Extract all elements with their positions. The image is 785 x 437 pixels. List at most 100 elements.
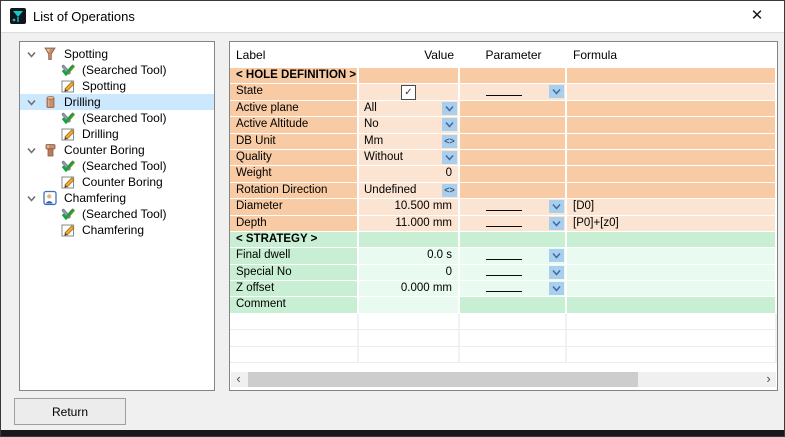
parameter-row: State ✓ [230, 84, 777, 101]
parameter-cell[interactable] [460, 84, 567, 101]
row-label: Special No [230, 264, 359, 282]
formula-cell [567, 166, 777, 183]
checkbox-checked[interactable]: ✓ [401, 84, 416, 100]
parameter-cell [460, 166, 567, 183]
scroll-right-icon[interactable]: › [766, 371, 771, 386]
return-button[interactable]: Return [14, 398, 126, 425]
edit-sheet-icon [60, 222, 76, 238]
formula-cell [567, 182, 777, 200]
tree-subitem-chamfering[interactable]: Chamfering [20, 222, 214, 238]
parameter-row: Depth 11.000 mm [P0]+[z0] [230, 215, 777, 232]
parameter-dropdown-button[interactable] [549, 282, 564, 296]
value-cell[interactable]: No [359, 117, 460, 134]
value-cell[interactable]: 0.000 mm [359, 281, 460, 298]
formula-cell[interactable] [567, 264, 777, 282]
section-value-cell [359, 68, 460, 85]
value-cell[interactable]: 0 [359, 166, 460, 183]
empty-row [230, 313, 777, 331]
parameter-row: Quality Without [230, 149, 777, 167]
tree-subitem-drilling[interactable]: Drilling [20, 126, 214, 142]
value-cell[interactable]: 0.0 s [359, 248, 460, 265]
empty-cell [359, 346, 460, 364]
formula-cell [567, 149, 777, 167]
parameter-dropdown-button[interactable] [549, 200, 564, 214]
section-value-cell [359, 231, 460, 249]
scrollbar-thumb[interactable] [248, 372, 638, 387]
enum-toggle-button[interactable]: <> [442, 134, 457, 148]
chevron-down-icon[interactable] [25, 96, 38, 109]
drilling-tool-icon [42, 94, 58, 110]
parameter-blank [460, 216, 548, 231]
row-label: Rotation Direction [230, 182, 359, 200]
value-cell[interactable]: 11.000 mm [359, 215, 460, 232]
tree-item-label: Spotting [82, 79, 127, 93]
tree-item-drilling[interactable]: Drilling [20, 94, 214, 110]
value-text: 10.500 mm [394, 200, 452, 213]
parameter-row: Active plane All [230, 100, 777, 118]
parameter-blank [460, 248, 548, 263]
value-cell[interactable]: 0 [359, 264, 460, 282]
close-icon[interactable]: ✕ [750, 7, 764, 24]
parameter-cell[interactable] [460, 199, 567, 216]
window-bottom-edge [1, 430, 784, 436]
parameter-cell[interactable] [460, 264, 567, 282]
dropdown-button[interactable] [442, 118, 457, 132]
empty-row [230, 330, 777, 347]
parameter-blank [460, 199, 548, 214]
section-row: < STRATEGY > [230, 231, 777, 249]
tree-item-label: Drilling [64, 95, 101, 109]
tree-subitem--searched-tool-[interactable]: (Searched Tool) [20, 62, 214, 78]
parameter-cell[interactable] [460, 215, 567, 232]
spotting-tool-icon [42, 46, 58, 62]
parameter-row: Rotation Direction Undefined <> [230, 182, 777, 200]
parameter-dropdown-button[interactable] [549, 265, 564, 279]
value-cell[interactable]: Without [359, 149, 460, 167]
tree-subitem-counter-boring[interactable]: Counter Boring [20, 174, 214, 190]
dropdown-button[interactable] [442, 150, 457, 164]
parameter-cell [460, 182, 567, 200]
parameter-dropdown-button[interactable] [549, 216, 564, 230]
enum-toggle-button[interactable]: <> [442, 183, 457, 197]
parameter-dropdown-button[interactable] [549, 85, 564, 99]
tree-item-label: Drilling [82, 127, 119, 141]
tree-subitem--searched-tool-[interactable]: (Searched Tool) [20, 158, 214, 174]
row-label: Comment [230, 297, 359, 314]
chevron-down-icon[interactable] [25, 144, 38, 157]
section-formula-cell [567, 68, 777, 85]
tree-item-counter-boring[interactable]: Counter Boring [20, 142, 214, 158]
chevron-down-icon[interactable] [25, 48, 38, 61]
chevron-down-icon[interactable] [25, 192, 38, 205]
parameter-cell[interactable] [460, 281, 567, 298]
formula-cell[interactable] [567, 248, 777, 265]
empty-cell [359, 330, 460, 347]
value-cell[interactable]: ✓ [359, 84, 460, 101]
section-formula-cell [567, 231, 777, 249]
horizontal-scrollbar[interactable]: ‹ › [231, 372, 776, 387]
searched-tool-icon [60, 110, 76, 126]
tree-subitem--searched-tool-[interactable]: (Searched Tool) [20, 206, 214, 222]
parameter-row: Special No 0 [230, 264, 777, 282]
value-cell[interactable]: Undefined <> [359, 182, 460, 200]
formula-cell[interactable]: [P0]+[z0] [567, 215, 777, 232]
tree-item-label: Counter Boring [64, 143, 145, 157]
formula-cell[interactable] [567, 84, 777, 101]
value-cell[interactable] [359, 297, 460, 314]
tree-subitem--searched-tool-[interactable]: (Searched Tool) [20, 110, 214, 126]
formula-cell[interactable] [567, 281, 777, 298]
parameter-dropdown-button[interactable] [549, 249, 564, 263]
value-cell[interactable]: All [359, 100, 460, 118]
section-label: < STRATEGY > [230, 231, 359, 249]
parameter-blank [460, 265, 548, 280]
tree-item-spotting[interactable]: Spotting [20, 46, 214, 62]
tree-item-chamfering[interactable]: Chamfering [20, 190, 214, 206]
formula-cell[interactable]: [D0] [567, 199, 777, 216]
value-cell[interactable]: Mm <> [359, 133, 460, 150]
tree-item-label: Spotting [64, 47, 109, 61]
value-cell[interactable]: 10.500 mm [359, 199, 460, 216]
parameter-cell[interactable] [460, 248, 567, 265]
tree-subitem-spotting[interactable]: Spotting [20, 78, 214, 94]
scroll-left-icon[interactable]: ‹ [236, 371, 241, 386]
dropdown-button[interactable] [442, 101, 457, 115]
formula-cell [567, 117, 777, 134]
row-label: Final dwell [230, 248, 359, 265]
